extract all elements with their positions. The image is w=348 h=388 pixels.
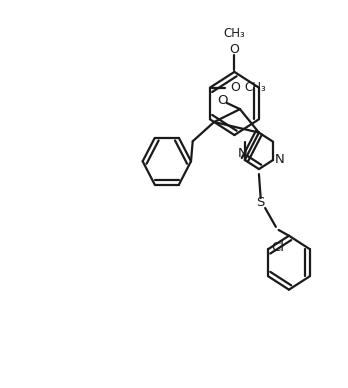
Text: S: S xyxy=(256,196,265,210)
Text: N: N xyxy=(238,147,247,160)
Text: CH₃: CH₃ xyxy=(244,81,266,94)
Text: CH₃: CH₃ xyxy=(223,27,245,40)
Text: Cl: Cl xyxy=(271,241,284,254)
Text: O: O xyxy=(229,43,239,56)
Text: O: O xyxy=(230,81,240,94)
Text: O: O xyxy=(217,94,227,107)
Text: N: N xyxy=(275,154,284,166)
